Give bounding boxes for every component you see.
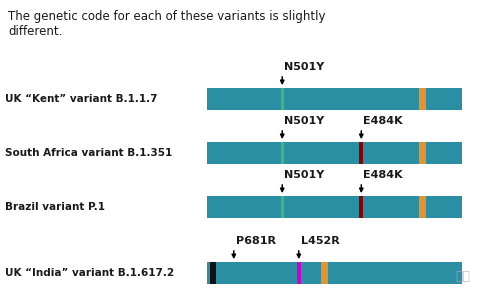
Bar — [297, 262, 301, 284]
Bar — [419, 196, 426, 218]
Bar — [321, 262, 328, 284]
Bar — [207, 262, 462, 284]
Bar — [210, 262, 216, 284]
Text: E484K: E484K — [363, 116, 403, 126]
Bar — [359, 142, 363, 164]
Bar — [207, 88, 462, 110]
Bar — [281, 196, 284, 218]
Text: The genetic code for each of these variants is slightly
different.: The genetic code for each of these varia… — [8, 10, 325, 38]
Text: South Africa variant B.1.351: South Africa variant B.1.351 — [5, 148, 172, 158]
Bar — [419, 88, 426, 110]
Text: UK “India” variant B.1.617.2: UK “India” variant B.1.617.2 — [5, 268, 174, 278]
Text: UK “Kent” variant B.1.1.7: UK “Kent” variant B.1.1.7 — [5, 94, 157, 104]
Text: N501Y: N501Y — [284, 170, 324, 180]
Text: 鴿勤: 鴿勤 — [455, 270, 470, 283]
Bar — [281, 88, 284, 110]
Text: P681R: P681R — [236, 236, 276, 246]
Text: E484K: E484K — [363, 170, 403, 180]
Bar — [359, 196, 363, 218]
Bar — [207, 142, 462, 164]
Text: L452R: L452R — [301, 236, 339, 246]
Text: N501Y: N501Y — [284, 62, 324, 72]
Bar — [207, 196, 462, 218]
Bar — [281, 142, 284, 164]
Text: Brazil variant P.1: Brazil variant P.1 — [5, 202, 105, 212]
Bar — [419, 142, 426, 164]
Text: N501Y: N501Y — [284, 116, 324, 126]
